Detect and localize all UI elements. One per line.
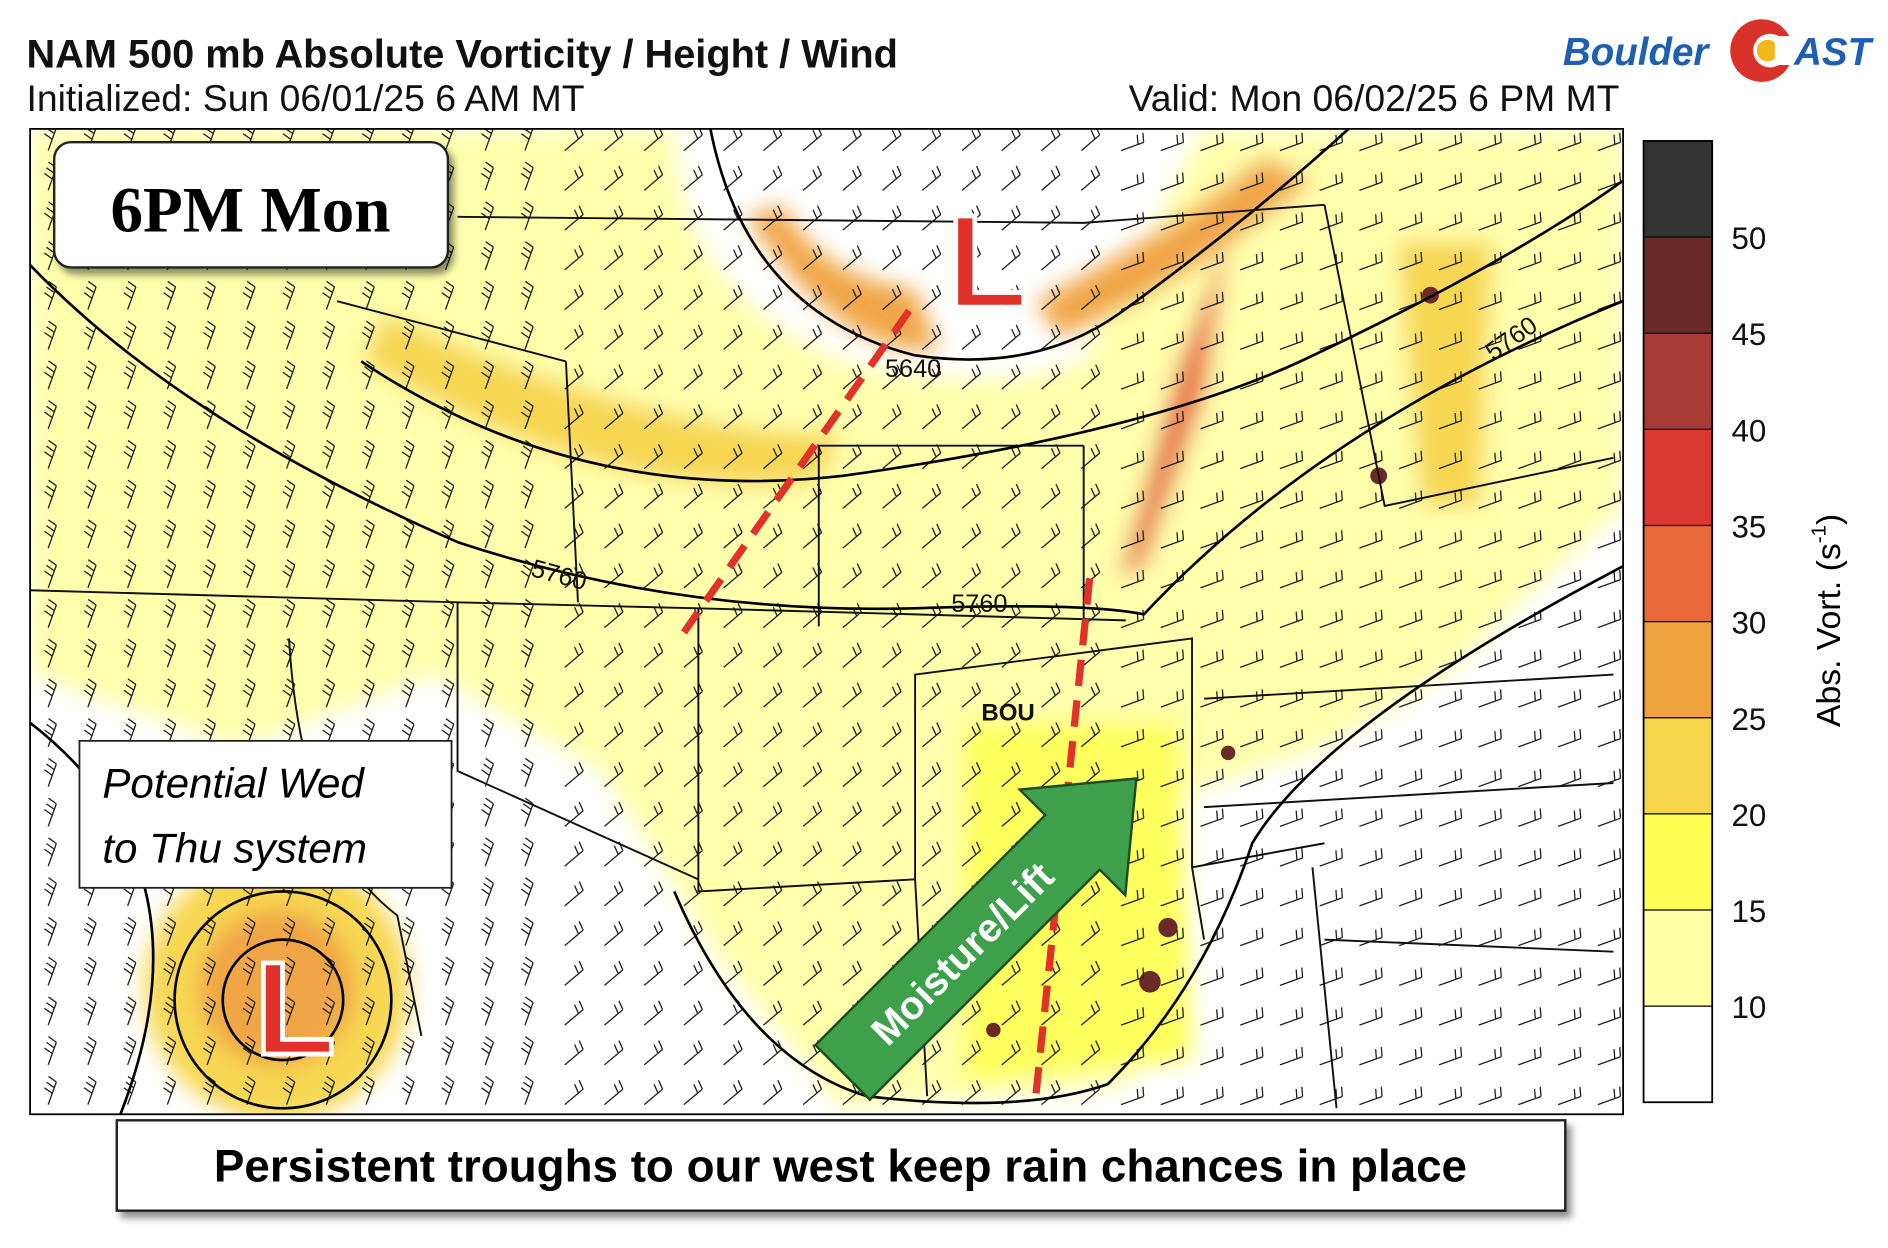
colorbar-bin xyxy=(1643,1006,1713,1103)
colorbar-bin xyxy=(1643,621,1713,718)
caption-text: Persistent troughs to our west keep rain… xyxy=(214,1141,1467,1192)
logo-sun xyxy=(1756,39,1779,62)
logo-text: AST xyxy=(1793,31,1874,74)
title: NAM 500 mb Absolute Vorticity / Height /… xyxy=(26,32,897,76)
colorbar-label-text: Abs. Vort. (s xyxy=(1810,543,1848,727)
colorbar-bin xyxy=(1643,140,1713,238)
colorbar-bin xyxy=(1643,909,1713,1007)
note-text: Potential Wed xyxy=(102,759,365,806)
badge: 6PM Mon xyxy=(52,140,450,269)
trough-axis xyxy=(680,308,913,635)
note-text: to Thu system xyxy=(102,825,367,872)
colorbar-tick-label: 30 xyxy=(1731,606,1766,641)
caption-box xyxy=(115,1119,1567,1212)
logo-gap xyxy=(1774,36,1799,66)
wind-barbs xyxy=(44,128,1622,1106)
colorbar-label-exp: -1 xyxy=(1807,525,1830,543)
colorbar-bin xyxy=(1643,237,1713,334)
colorbar-tick-label: 35 xyxy=(1731,510,1766,545)
map: 5640 5760 5760 5760 BOU Moisture/Lift L … xyxy=(30,128,1624,1115)
valid-time: Valid: Mon 06/02/25 6 PM MT xyxy=(1129,77,1620,119)
height-contours xyxy=(30,128,1624,1115)
low-marker: L xyxy=(255,935,336,1083)
station-label: BOU xyxy=(981,699,1035,726)
low-marker: L xyxy=(947,188,1028,336)
badge-text: 6PM Mon xyxy=(111,174,391,246)
colorbar-frame xyxy=(1642,140,1714,1104)
badge-box xyxy=(52,140,450,269)
map-frame xyxy=(29,127,1625,1116)
colorbar-bin xyxy=(1643,717,1713,814)
colorbar-bin xyxy=(1643,813,1713,910)
contour-label: 5760 xyxy=(951,590,1007,618)
colorbar: Abs. Vort. (s-1) 10 15 20 25 30 35 40 45 50 xyxy=(1642,140,1848,1104)
colorbar-tick-label: 20 xyxy=(1731,798,1766,833)
note: Potential Wed to Thu system xyxy=(78,739,453,889)
colorbar-label: Abs. Vort. (s-1) xyxy=(1807,514,1847,727)
logo-text: Boulder xyxy=(1563,31,1710,74)
colorbar-bin xyxy=(1643,525,1713,622)
colorbar-tick-label: 25 xyxy=(1731,702,1766,737)
vort-maxima xyxy=(986,286,1439,1038)
colorbar-bin xyxy=(1643,333,1713,430)
colorbar-tick-label: 15 xyxy=(1731,894,1766,929)
note-box xyxy=(78,739,453,889)
colorbar-tick-label: 45 xyxy=(1731,317,1766,352)
colorbar-tick-label: 50 xyxy=(1731,221,1766,256)
caption: Persistent troughs to our west keep rain… xyxy=(115,1119,1567,1212)
colorbar-tick-label: 40 xyxy=(1731,413,1766,448)
logo: Boulder AST xyxy=(1563,19,1875,82)
init-time: Initialized: Sun 06/01/25 6 AM MT xyxy=(26,77,584,119)
colorbar-label-end: ) xyxy=(1810,514,1848,525)
colorbar-tick-label: 10 xyxy=(1731,990,1766,1025)
contour-label: 5640 xyxy=(885,355,941,383)
colorbar-bin xyxy=(1643,429,1713,526)
